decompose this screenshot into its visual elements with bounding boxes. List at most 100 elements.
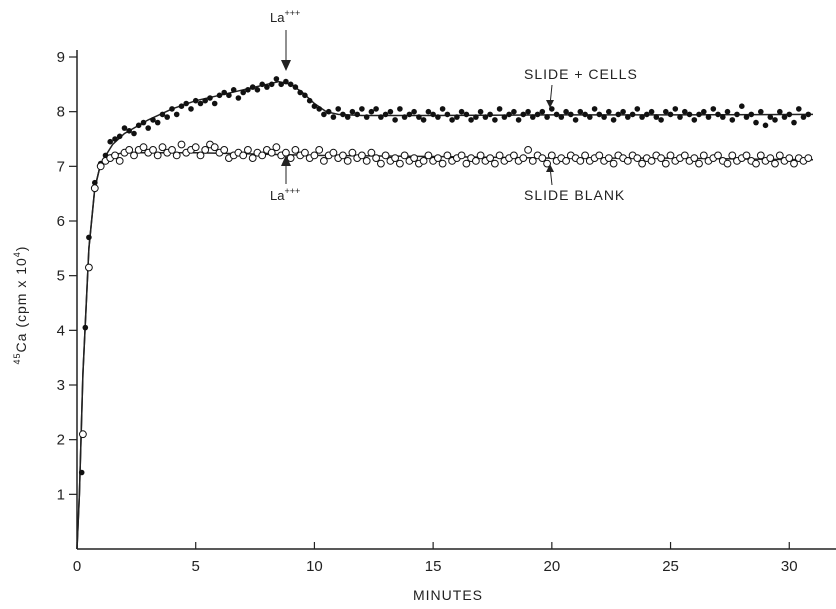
data-point-filled — [135, 122, 142, 129]
data-point-filled — [420, 117, 427, 123]
data-point-filled — [406, 111, 413, 118]
data-point-filled — [487, 111, 493, 118]
data-point-open — [362, 157, 371, 165]
data-point-filled — [577, 108, 584, 115]
y-tick-label: 4 — [57, 322, 65, 339]
data-point-filled — [691, 117, 698, 123]
data-point-open — [576, 157, 585, 165]
data-point-filled — [382, 111, 389, 118]
data-point-filled — [743, 114, 750, 120]
data-point-open — [343, 157, 352, 165]
x-tick-label: 15 — [425, 558, 442, 575]
x-tick-label: 25 — [662, 558, 679, 575]
data-point-filled — [221, 89, 227, 96]
data-point-filled — [78, 469, 85, 476]
data-point-filled — [796, 106, 802, 112]
data-point-filled — [606, 108, 612, 115]
data-point-open — [604, 154, 613, 163]
data-point-filled — [748, 111, 755, 118]
annotation-la-top-sup: +++ — [284, 8, 300, 18]
data-point-open — [391, 154, 400, 163]
data-point-open — [149, 146, 157, 154]
data-point-filled — [140, 119, 147, 126]
data-point-filled — [226, 92, 232, 99]
axes — [76, 50, 836, 550]
data-point-filled — [634, 106, 641, 112]
data-point-open — [272, 143, 281, 152]
data-point-open — [528, 157, 537, 165]
data-point-filled — [264, 84, 270, 90]
data-point-filled — [107, 138, 113, 145]
data-point-filled — [772, 117, 778, 123]
data-point-open — [623, 157, 632, 165]
data-point-filled — [686, 111, 693, 118]
data-point-filled — [544, 114, 550, 120]
data-point-filled — [805, 111, 812, 118]
data-point-open — [766, 154, 775, 163]
data-point-open — [115, 157, 124, 165]
data-point-filled — [653, 114, 660, 120]
data-point-open — [742, 151, 751, 160]
data-point-filled — [411, 108, 417, 115]
data-point-filled — [762, 122, 769, 129]
data-point-open — [177, 140, 186, 149]
annotation-la-top-label: La+++ — [270, 8, 300, 25]
data-point-filled — [249, 84, 256, 90]
data-point-filled — [254, 87, 261, 93]
data-point-open — [661, 159, 670, 168]
data-point-filled — [325, 108, 332, 115]
data-point-open — [191, 143, 200, 152]
series-label-slide-blank-arrowhead — [546, 164, 554, 172]
data-point-open — [728, 151, 737, 160]
data-point-filled — [454, 114, 460, 120]
data-point-filled — [458, 108, 465, 115]
data-point-open — [790, 159, 798, 168]
data-point-filled — [430, 111, 436, 118]
data-point-open — [381, 151, 390, 160]
data-point-filled — [154, 119, 161, 126]
data-point-open — [90, 184, 99, 193]
data-point-filled — [202, 97, 208, 104]
x-ticks: 0 5 10 15 20 25 30 — [73, 542, 798, 575]
data-point-open — [543, 159, 551, 168]
points-layer — [78, 76, 813, 476]
y-ticks: 1 2 3 4 5 6 7 8 9 — [57, 49, 77, 503]
data-point-open — [486, 154, 495, 163]
data-point-open — [320, 157, 328, 165]
data-point-filled — [677, 114, 683, 120]
data-point-open — [291, 146, 300, 154]
y-axis-label-close: ) — [13, 246, 29, 252]
data-point-filled — [302, 92, 308, 99]
data-point-filled — [610, 117, 617, 123]
y-axis-label-sup: 45 — [12, 352, 22, 364]
data-point-filled — [392, 117, 398, 123]
data-point-filled — [767, 114, 774, 120]
data-point-filled — [639, 114, 645, 120]
data-point-filled — [183, 100, 189, 107]
data-point-filled — [539, 108, 546, 115]
data-point-open — [666, 151, 675, 160]
x-tick-label: 20 — [543, 558, 560, 575]
annotation-la-bottom-sup: +++ — [284, 186, 300, 196]
data-point-filled — [501, 114, 508, 120]
data-point-filled — [568, 111, 574, 118]
annotation-la-bottom-label: La+++ — [270, 186, 300, 203]
data-point-open — [581, 151, 589, 160]
data-point-filled — [615, 111, 622, 118]
data-point-open — [367, 148, 376, 157]
data-point-filled — [777, 108, 783, 115]
y-axis-label: 45Ca (cpm x 104) — [12, 246, 29, 365]
data-point-filled — [520, 111, 527, 118]
data-point-open — [443, 151, 452, 160]
y-tick-label: 6 — [57, 213, 65, 230]
annotation-la-bottom-arrowhead — [281, 155, 291, 166]
annotation-la-top: La+++ — [270, 8, 300, 71]
data-point-open — [139, 143, 148, 152]
x-tick-label: 30 — [781, 558, 798, 575]
data-point-filled — [496, 106, 503, 112]
data-point-filled — [145, 125, 151, 131]
data-point-open — [647, 157, 656, 165]
x-tick-label: 0 — [73, 558, 81, 575]
data-point-filled — [515, 117, 522, 123]
data-point-filled — [705, 114, 712, 120]
